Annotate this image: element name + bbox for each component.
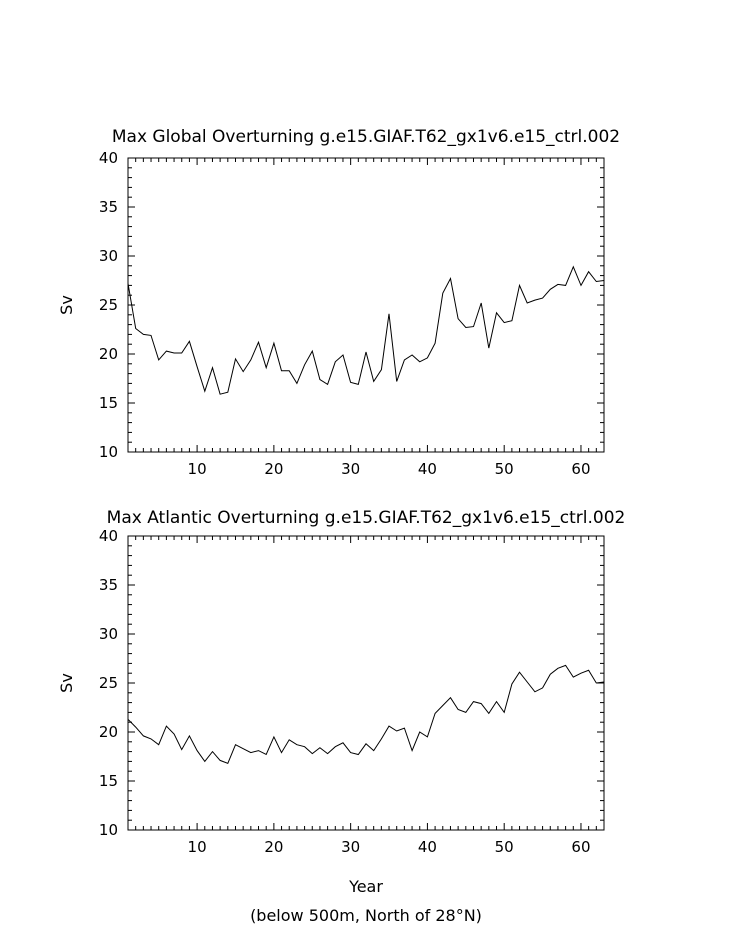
tick-marks-global — [127, 157, 605, 453]
y-axis-label-global: Sv — [57, 295, 76, 315]
y-tick-label: 25 — [99, 674, 118, 692]
y-tick-label: 15 — [99, 772, 118, 790]
panel-atlantic-overturning: Max Atlantic Overturning g.e15.GIAF.T62_… — [57, 508, 625, 896]
footer-note: (below 500m, North of 28°N) — [250, 906, 482, 925]
y-tick-label: 40 — [99, 149, 118, 167]
x-tick-label: 10 — [188, 460, 207, 478]
y-tick-label: 10 — [99, 821, 118, 839]
y-tick-label: 30 — [99, 625, 118, 643]
x-tick-label: 10 — [188, 838, 207, 856]
series-atlantic — [127, 664, 605, 765]
x-tick-label: 20 — [264, 460, 283, 478]
series-line — [127, 265, 605, 395]
series-global — [127, 265, 605, 395]
x-tick-label: 50 — [495, 460, 514, 478]
y-tick-label: 20 — [99, 345, 118, 363]
x-tick-label: 60 — [571, 460, 590, 478]
series-line — [127, 664, 605, 765]
y-tick-label: 15 — [99, 394, 118, 412]
y-tick-label: 35 — [99, 576, 118, 594]
x-tick-label: 40 — [418, 838, 437, 856]
y-tick-label: 10 — [99, 443, 118, 461]
y-axis-label-atlantic: Sv — [57, 673, 76, 693]
y-tick-label: 40 — [99, 527, 118, 545]
chart-title-atlantic: Max Atlantic Overturning g.e15.GIAF.T62_… — [107, 508, 626, 528]
x-tick-label: 20 — [264, 838, 283, 856]
plot-frame-atlantic — [127, 535, 605, 831]
tick-labels-global: 10 20 30 40 50 60 10 15 20 25 30 35 40 — [99, 149, 591, 478]
x-axis-label-atlantic: Year — [348, 877, 383, 896]
x-tick-label: 30 — [341, 838, 360, 856]
y-tick-label: 25 — [99, 296, 118, 314]
x-tick-label: 40 — [418, 460, 437, 478]
x-tick-label: 60 — [571, 838, 590, 856]
chart-title-global: Max Global Overturning g.e15.GIAF.T62_gx… — [112, 127, 620, 147]
y-tick-label: 30 — [99, 247, 118, 265]
x-tick-label: 50 — [495, 838, 514, 856]
x-tick-label: 30 — [341, 460, 360, 478]
y-tick-label: 20 — [99, 723, 118, 741]
plot-frame-global — [127, 157, 605, 453]
tick-marks-atlantic — [127, 535, 605, 831]
tick-labels-atlantic: 10 20 30 40 50 60 10 15 20 25 30 35 40 — [99, 527, 591, 856]
panel-global-overturning: Max Global Overturning g.e15.GIAF.T62_gx… — [57, 127, 620, 478]
y-tick-label: 35 — [99, 198, 118, 216]
